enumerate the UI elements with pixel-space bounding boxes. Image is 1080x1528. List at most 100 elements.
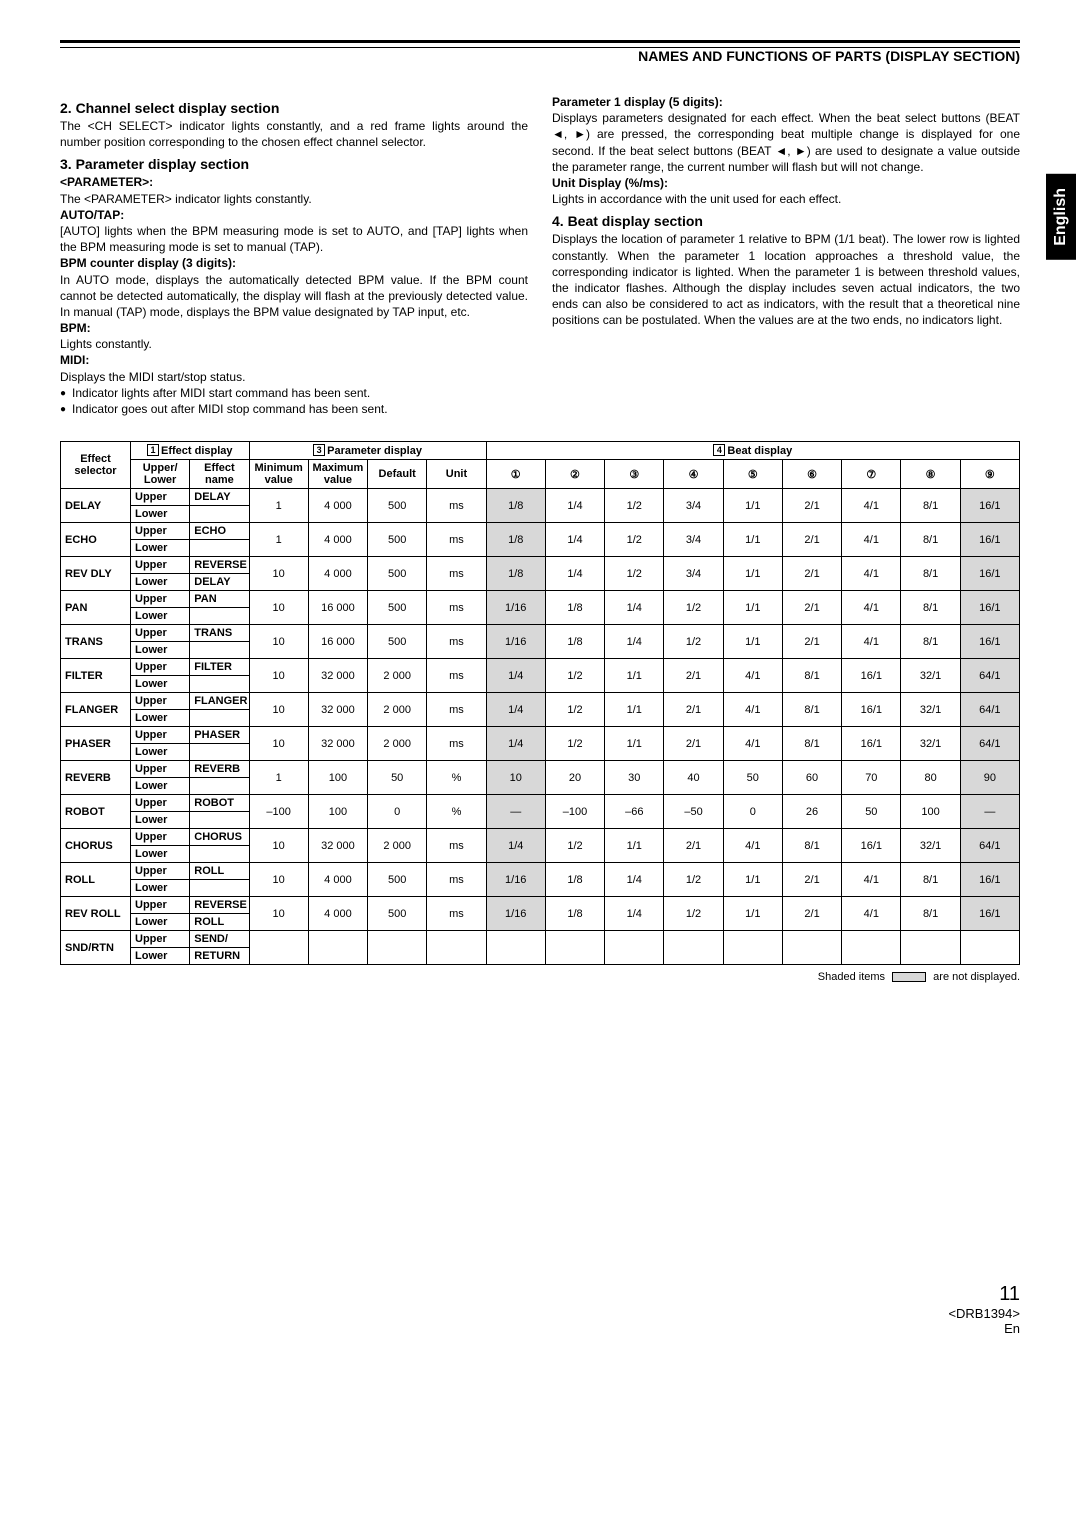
cell-beat-9: 16/1 <box>960 557 1019 591</box>
cell-effect: PAN <box>61 591 131 625</box>
cell-beat-3: 1/1 <box>605 659 664 693</box>
cell-upper: Upper <box>131 659 190 676</box>
th-beat-7: ⑦ <box>842 460 901 489</box>
section-3-title: 3. Parameter display section <box>60 156 528 172</box>
cell-effect: REV DLY <box>61 557 131 591</box>
cell-beat-4: 1/2 <box>664 591 723 625</box>
cell-max: 16 000 <box>308 625 367 659</box>
cell-upper: Upper <box>131 557 190 574</box>
param1-label: Parameter 1 display (5 digits): <box>552 95 723 109</box>
cell-unit: ms <box>427 727 486 761</box>
cell-beat-5: 1/1 <box>723 557 782 591</box>
unit-display-body: Lights in accordance with the unit used … <box>552 191 1020 207</box>
cell-effect: REVERB <box>61 761 131 795</box>
cell-effect-name-u: FLANGER <box>190 693 249 710</box>
cell-unit: ms <box>427 489 486 523</box>
table-row: REV DLYUpperREVERSE104 000500ms1/81/41/2… <box>61 557 1020 574</box>
cell-effect-name-u: REVERSE <box>190 557 249 574</box>
table-row: ECHOUpperECHO14 000500ms1/81/41/23/41/12… <box>61 523 1020 540</box>
cell-min: 10 <box>249 727 308 761</box>
cell-max: 32 000 <box>308 659 367 693</box>
cell-unit: ms <box>427 523 486 557</box>
cell-lower: Lower <box>131 778 190 795</box>
table-row: DELAYUpperDELAY14 000500ms1/81/41/23/41/… <box>61 489 1020 506</box>
cell-effect-name-u: DELAY <box>190 489 249 506</box>
cell-beat-9: 16/1 <box>960 591 1019 625</box>
cell-upper: Upper <box>131 489 190 506</box>
autotap-label: AUTO/TAP: <box>60 208 124 222</box>
cell-beat-7: 16/1 <box>842 727 901 761</box>
th-parameter-display: 3Parameter display <box>249 442 486 460</box>
cell-effect-name-l <box>190 812 249 829</box>
cell-effect-name-l <box>190 676 249 693</box>
cell-beat-9: 90 <box>960 761 1019 795</box>
cell-beat-8: 8/1 <box>901 625 960 659</box>
cell-beat-5 <box>723 931 782 965</box>
section-2-body: The <CH SELECT> indicator lights constan… <box>60 118 528 150</box>
cell-lower: Lower <box>131 710 190 727</box>
cell-beat-5: 4/1 <box>723 693 782 727</box>
cell-max: 4 000 <box>308 489 367 523</box>
cell-default: 500 <box>368 557 427 591</box>
bpm-label: BPM: <box>60 321 91 335</box>
cell-beat-9: 64/1 <box>960 829 1019 863</box>
cell-beat-9: 16/1 <box>960 863 1019 897</box>
cell-unit: ms <box>427 693 486 727</box>
cell-beat-8: 100 <box>901 795 960 829</box>
cell-beat-3: 1/4 <box>605 897 664 931</box>
cell-beat-5: 1/1 <box>723 625 782 659</box>
cell-max: 16 000 <box>308 591 367 625</box>
cell-beat-8: 80 <box>901 761 960 795</box>
table-row: FLANGERUpperFLANGER1032 0002 000ms1/41/2… <box>61 693 1020 710</box>
cell-beat-3: 1/4 <box>605 591 664 625</box>
cell-min: 10 <box>249 863 308 897</box>
cell-beat-7: 4/1 <box>842 625 901 659</box>
cell-max: 32 000 <box>308 727 367 761</box>
midi-label: MIDI: <box>60 353 89 367</box>
cell-beat-8: 8/1 <box>901 863 960 897</box>
cell-beat-8: 8/1 <box>901 523 960 557</box>
cell-beat-6: 2/1 <box>782 523 841 557</box>
cell-beat-2: 1/2 <box>545 659 604 693</box>
midi-bullet-1: Indicator lights after MIDI start comman… <box>60 385 528 401</box>
cell-beat-4: 2/1 <box>664 659 723 693</box>
cell-effect-name-l <box>190 744 249 761</box>
cell-beat-2: 1/4 <box>545 523 604 557</box>
cell-beat-7: 16/1 <box>842 829 901 863</box>
cell-default: 50 <box>368 761 427 795</box>
cell-lower: Lower <box>131 812 190 829</box>
cell-effect-name-u: REVERB <box>190 761 249 778</box>
cell-beat-4: 3/4 <box>664 557 723 591</box>
th-beat-8: ⑧ <box>901 460 960 489</box>
cell-beat-2: 1/2 <box>545 829 604 863</box>
cell-beat-2: 1/8 <box>545 591 604 625</box>
cell-effect-name-l <box>190 710 249 727</box>
cell-beat-6: 2/1 <box>782 897 841 931</box>
cell-lower: Lower <box>131 540 190 557</box>
cell-beat-6: 60 <box>782 761 841 795</box>
cell-beat-1: 1/8 <box>486 557 545 591</box>
cell-beat-3: 1/2 <box>605 523 664 557</box>
cell-min: –100 <box>249 795 308 829</box>
cell-effect-name-l <box>190 642 249 659</box>
cell-lower: Lower <box>131 948 190 965</box>
cell-beat-9: 64/1 <box>960 693 1019 727</box>
cell-max: 100 <box>308 795 367 829</box>
cell-upper: Upper <box>131 727 190 744</box>
bpm-body: Lights constantly. <box>60 336 528 352</box>
cell-beat-8: 32/1 <box>901 693 960 727</box>
table-row: SND/RTNUpperSEND/ <box>61 931 1020 948</box>
th-max: Maximum value <box>308 460 367 489</box>
cell-beat-7 <box>842 931 901 965</box>
bpm-counter-label: BPM counter display (3 digits): <box>60 256 236 270</box>
cell-beat-1 <box>486 931 545 965</box>
cell-beat-9: 64/1 <box>960 659 1019 693</box>
cell-max: 32 000 <box>308 693 367 727</box>
cell-lower: Lower <box>131 676 190 693</box>
cell-beat-2: 1/8 <box>545 625 604 659</box>
cell-beat-8: 8/1 <box>901 591 960 625</box>
th-default: Default <box>368 460 427 489</box>
cell-beat-5: 1/1 <box>723 489 782 523</box>
cell-beat-9: 16/1 <box>960 897 1019 931</box>
cell-effect-name-u: REVERSE <box>190 897 249 914</box>
